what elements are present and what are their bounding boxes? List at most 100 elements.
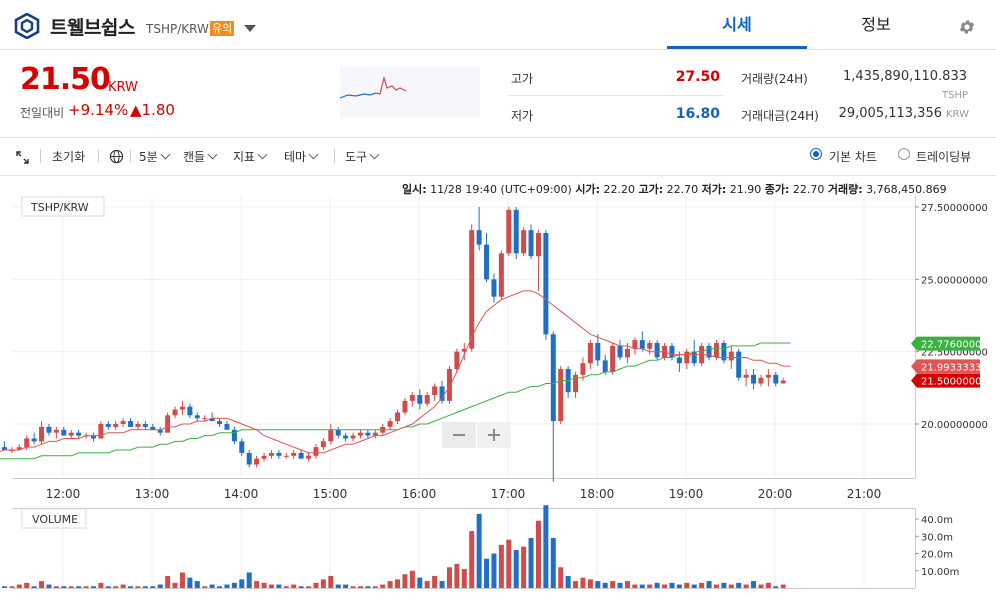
candle [372, 432, 378, 436]
candle [706, 345, 712, 358]
volume-bar [165, 575, 171, 588]
coin-select-dropdown-icon[interactable] [244, 25, 256, 32]
interval-label: 5분 [139, 150, 158, 164]
amount-24h-label: 거래대금(24H) [741, 109, 819, 123]
zoom-out-button[interactable] [442, 422, 476, 448]
volume-bar [691, 584, 697, 588]
volume-bar [1, 586, 7, 588]
volume-bar [624, 581, 630, 588]
volume-bar [454, 563, 460, 588]
candle [498, 253, 504, 297]
candle [528, 230, 534, 257]
low-label: 저가 [511, 109, 534, 123]
price-label-text: 21.99333333 [921, 362, 988, 373]
candle [39, 426, 45, 442]
coin-pair: TSHP/KRW [146, 22, 209, 36]
volume-tick-label: 30.0m [921, 532, 953, 543]
x-tick-label: 13:00 [135, 487, 170, 501]
tradingview-label[interactable]: 트레이딩뷰 [916, 150, 972, 164]
volume-tick-label: 40.0m [921, 515, 953, 526]
candle [157, 429, 163, 433]
candle [105, 424, 111, 427]
amount-24h-unit: KRW [946, 109, 969, 120]
info-low-label: 저가: [701, 183, 727, 196]
candle [780, 380, 786, 384]
volume-bar [743, 584, 749, 588]
volume-bar [372, 586, 378, 588]
candle [142, 424, 148, 427]
volume-bar [780, 584, 786, 588]
candle [357, 432, 363, 436]
candle-dropdown[interactable]: 캔들 [183, 148, 218, 165]
tab-info[interactable]: 정보 [861, 15, 891, 34]
volume-bar [751, 581, 757, 588]
candle [721, 342, 727, 361]
basic-chart-label[interactable]: 기본 차트 [829, 150, 877, 164]
candle [276, 452, 282, 456]
volume-bar [113, 586, 119, 588]
interval-dropdown[interactable]: 5분 [139, 148, 171, 165]
volume-bar [68, 586, 74, 588]
volume-bar [306, 586, 312, 588]
volume-bar [313, 582, 319, 588]
candle [224, 424, 230, 430]
candle [313, 447, 319, 456]
tab-quote[interactable]: 시세 [667, 0, 807, 49]
high-value: 27.50 [675, 69, 720, 85]
theme-label: 테마 [284, 150, 307, 164]
candle [135, 424, 141, 427]
reset-button[interactable]: 초기화 [52, 150, 86, 164]
tradingview-radio[interactable] [898, 148, 910, 160]
candle [90, 435, 96, 439]
volume-bar [773, 586, 779, 588]
chart-toolbar [0, 138, 996, 176]
info-volume: 3,768,450.869 [866, 183, 947, 196]
candle [580, 363, 586, 375]
candle [202, 418, 208, 420]
tools-dropdown[interactable]: 도구 [345, 148, 380, 165]
theme-dropdown[interactable]: 테마 [284, 148, 319, 165]
zoom-in-button[interactable] [477, 422, 511, 448]
volume-bar [246, 572, 252, 588]
volume-bar [565, 575, 571, 588]
chevron-down-icon [257, 149, 268, 160]
x-tick-label: 15:00 [313, 487, 348, 501]
volume-bar [595, 581, 601, 588]
basic-chart-radio[interactable] [810, 148, 822, 160]
volume-bar [120, 584, 126, 588]
candle [573, 374, 579, 393]
gear-icon[interactable] [958, 18, 976, 36]
y-tick-label: 20.00000000 [921, 420, 988, 431]
candle [647, 342, 653, 349]
caution-badge: 유의 [210, 21, 235, 36]
price-chart[interactable]: 12:00 13:00 14:00 15:00 16:00 17:00 18:00 19:00… [0, 176, 996, 594]
candle [9, 450, 15, 452]
volume-bar [261, 582, 267, 588]
candle [624, 348, 630, 358]
x-tick-label: 18:00 [580, 487, 615, 501]
volume-bar [128, 586, 134, 588]
candle [432, 386, 438, 396]
candle [713, 342, 719, 358]
x-tick-label: 14:00 [224, 487, 259, 501]
fullscreen-icon[interactable] [16, 151, 29, 164]
volume-bar [684, 582, 690, 588]
volume-bar [395, 579, 401, 588]
volume-bar [676, 584, 682, 588]
globe-icon[interactable] [109, 149, 124, 164]
info-open: 22.20 [603, 183, 635, 196]
volume-bar [662, 584, 668, 588]
volume-bar [39, 581, 45, 588]
candle [298, 452, 304, 459]
volume-bar [16, 584, 22, 588]
candle [676, 357, 682, 364]
candle [291, 452, 297, 456]
volume-24h-unit: TSHP [942, 90, 969, 101]
volume-bar [105, 586, 111, 588]
candle [602, 360, 608, 372]
candle [513, 209, 519, 254]
chevron-down-icon [308, 149, 319, 160]
indicator-dropdown[interactable]: 지표 [233, 148, 268, 165]
price-label-tag: 22.77600000 [911, 336, 988, 351]
candle [194, 415, 200, 419]
